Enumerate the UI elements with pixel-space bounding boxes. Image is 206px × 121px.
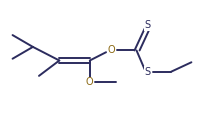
Text: S: S: [145, 67, 151, 77]
Text: O: O: [86, 77, 94, 87]
Text: O: O: [107, 45, 115, 55]
Text: S: S: [145, 20, 151, 30]
